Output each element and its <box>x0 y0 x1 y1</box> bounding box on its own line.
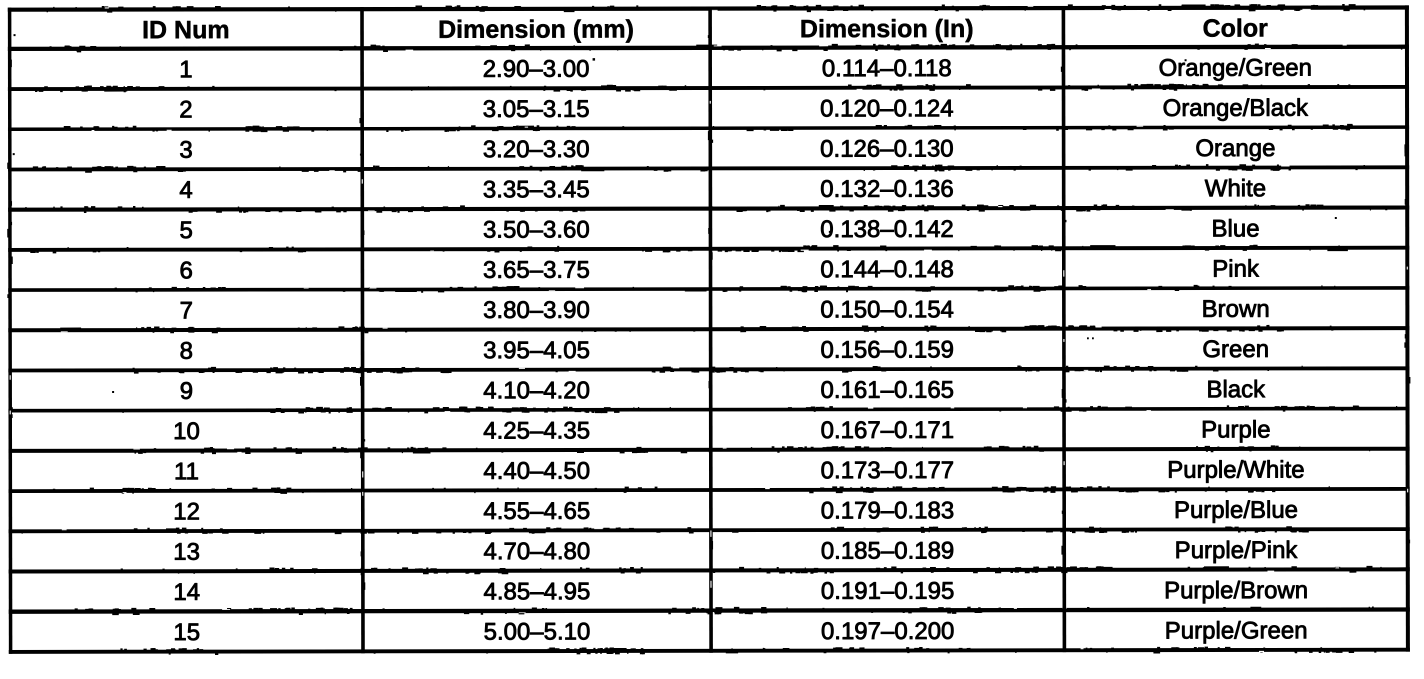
svg-text:5: 5 <box>179 217 192 244</box>
svg-text:3.80–3.90: 3.80–3.90 <box>483 297 590 324</box>
svg-text:Purple: Purple <box>1201 416 1270 443</box>
svg-text:10: 10 <box>173 418 200 445</box>
svg-text:Orange: Orange <box>1195 135 1275 162</box>
svg-text:4.40–4.50: 4.40–4.50 <box>483 458 590 485</box>
svg-text:0.173–0.177: 0.173–0.177 <box>821 457 955 484</box>
svg-text:8: 8 <box>180 338 193 365</box>
svg-text:Green: Green <box>1202 336 1269 363</box>
svg-text:Purple/Pink: Purple/Pink <box>1175 537 1299 564</box>
svg-text:0.138–0.142: 0.138–0.142 <box>820 216 954 243</box>
svg-text:1: 1 <box>179 56 192 83</box>
svg-text:Pink: Pink <box>1212 256 1260 283</box>
svg-text:Purple/White: Purple/White <box>1167 457 1304 484</box>
svg-text:3.05–3.15: 3.05–3.15 <box>483 96 590 123</box>
svg-text:ID Num: ID Num <box>142 16 230 44</box>
svg-text:4.70–4.80: 4.70–4.80 <box>483 538 590 565</box>
svg-text:0.114–0.118: 0.114–0.118 <box>822 55 952 82</box>
svg-text:4: 4 <box>179 177 192 204</box>
svg-text:Dimension (In): Dimension (In) <box>800 15 974 43</box>
svg-text:Black: Black <box>1206 376 1266 403</box>
svg-text:3: 3 <box>179 137 192 164</box>
svg-text:3.35–3.45: 3.35–3.45 <box>483 176 590 203</box>
svg-text:0.167–0.171: 0.167–0.171 <box>821 417 955 444</box>
svg-text:2: 2 <box>179 97 192 124</box>
svg-text:0.126–0.130: 0.126–0.130 <box>820 136 954 163</box>
svg-text:15: 15 <box>173 619 200 646</box>
svg-text:0.161–0.165: 0.161–0.165 <box>821 377 955 404</box>
svg-text:14: 14 <box>173 579 200 606</box>
svg-text:0.120–0.124: 0.120–0.124 <box>820 95 954 122</box>
svg-text:7: 7 <box>180 298 193 325</box>
svg-text:Color: Color <box>1203 15 1269 43</box>
svg-text:Dimension (mm): Dimension (mm) <box>438 16 634 44</box>
svg-text:4.25–4.35: 4.25–4.35 <box>483 417 590 444</box>
svg-text:0.179–0.183: 0.179–0.183 <box>821 497 955 524</box>
svg-text:11: 11 <box>174 458 199 485</box>
svg-text:3.65–3.75: 3.65–3.75 <box>483 257 590 284</box>
svg-text:Brown: Brown <box>1202 296 1270 323</box>
svg-text:Orange/Green: Orange/Green <box>1159 55 1312 82</box>
svg-text:0.150–0.154: 0.150–0.154 <box>820 296 954 323</box>
svg-text:4.55–4.65: 4.55–4.65 <box>483 498 590 525</box>
svg-text:3.50–3.60: 3.50–3.60 <box>483 216 590 243</box>
svg-text:0.132–0.136: 0.132–0.136 <box>820 176 954 203</box>
svg-text:Purple/Blue: Purple/Blue <box>1174 497 1298 524</box>
svg-text:0.185–0.189: 0.185–0.189 <box>821 538 955 565</box>
svg-text:Blue: Blue <box>1211 215 1259 242</box>
svg-text:3.20–3.30: 3.20–3.30 <box>483 136 590 163</box>
svg-text:13: 13 <box>173 539 200 566</box>
svg-text:4.85–4.95: 4.85–4.95 <box>483 578 590 605</box>
svg-text:0.197–0.200: 0.197–0.200 <box>821 618 955 645</box>
svg-text:5.00–5.10: 5.00–5.10 <box>484 618 591 645</box>
svg-text:0.191–0.195: 0.191–0.195 <box>821 578 955 605</box>
svg-text:3.95–4.05: 3.95–4.05 <box>483 337 590 364</box>
svg-text:Orange/Black: Orange/Black <box>1163 95 1309 122</box>
svg-text:12: 12 <box>173 499 200 526</box>
svg-text:White: White <box>1205 175 1266 202</box>
svg-text:Purple/Brown: Purple/Brown <box>1164 577 1308 604</box>
svg-text:9: 9 <box>180 378 193 405</box>
svg-text:4.10–4.20: 4.10–4.20 <box>483 377 590 404</box>
svg-text:6: 6 <box>180 257 193 284</box>
svg-text:2.90–3.00: 2.90–3.00 <box>483 56 590 83</box>
svg-text:Purple/Green: Purple/Green <box>1165 617 1308 644</box>
svg-text:0.144–0.148: 0.144–0.148 <box>820 256 954 283</box>
svg-text:0.156–0.159: 0.156–0.159 <box>820 337 954 364</box>
